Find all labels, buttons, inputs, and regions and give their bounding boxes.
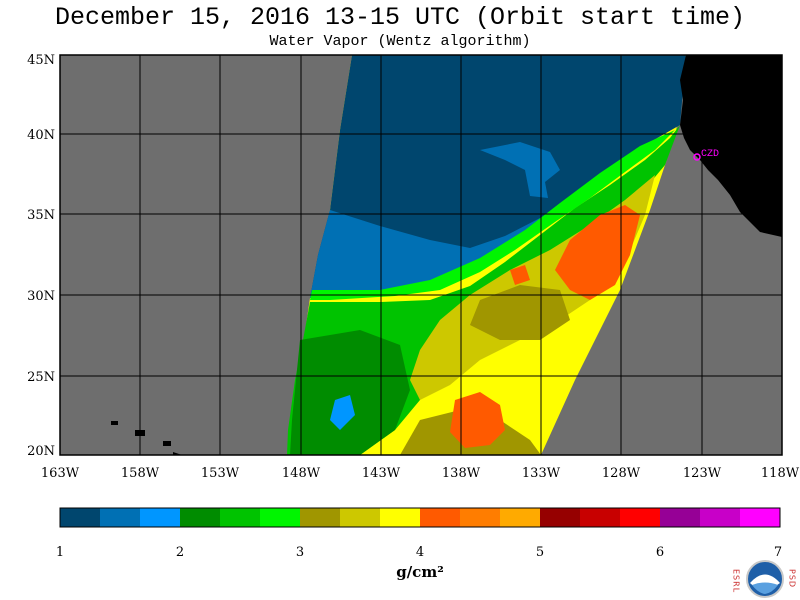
- colorbar-swatch: [180, 508, 221, 527]
- lon-label: 143W: [362, 466, 401, 481]
- colorbar-swatch: [660, 508, 701, 527]
- colorbar-swatch: [580, 508, 621, 527]
- colorbar-swatch: [500, 508, 541, 527]
- colorbar-tick-label: 4: [416, 545, 424, 560]
- noaa-logo: ESRL PSD: [732, 560, 797, 598]
- latitude-labels: 45N 40N 35N 30N 25N 20N: [27, 53, 55, 459]
- station-label: CZD: [701, 149, 719, 160]
- colorbar-tick-label: 3: [296, 545, 304, 560]
- colorbar-swatch: [700, 508, 741, 527]
- colorbar-tick-label: 7: [774, 545, 782, 560]
- colorbar-swatch: [420, 508, 461, 527]
- colorbar-swatch: [540, 508, 581, 527]
- lat-label: 20N: [27, 444, 55, 459]
- lon-label: 118W: [761, 466, 800, 481]
- colorbar-swatch: [620, 508, 661, 527]
- colorbar-unit: g/cm²: [396, 563, 444, 581]
- colorbar: [60, 508, 781, 527]
- lon-label: 163W: [41, 466, 80, 481]
- land-mass: [680, 55, 782, 237]
- map-subtitle: Water Vapor (Wentz algorithm): [269, 33, 531, 50]
- psd-letters: PSD: [788, 569, 797, 588]
- station-marker: CZD: [693, 149, 719, 161]
- colorbar-swatch: [60, 508, 101, 527]
- lat-label: 40N: [27, 128, 55, 143]
- colorbar-swatch: [340, 508, 381, 527]
- colorbar-ticks: 1 2 3 4 5 6 7: [56, 545, 782, 560]
- colorbar-swatch: [460, 508, 501, 527]
- lat-label: 35N: [27, 208, 55, 223]
- colorbar-swatch: [220, 508, 261, 527]
- lat-lon-grid: [60, 55, 782, 455]
- station-icon: [693, 153, 701, 161]
- lon-label: 158W: [121, 466, 160, 481]
- longitude-labels: 163W 158W 153W 148W 143W 138W 133W 128W …: [41, 466, 800, 481]
- colorbar-tick-label: 1: [56, 545, 64, 560]
- lon-label: 133W: [522, 466, 561, 481]
- colorbar-swatch: [380, 508, 421, 527]
- lon-label: 148W: [282, 466, 321, 481]
- colorbar-swatch: [300, 508, 341, 527]
- colorbar-swatch: [740, 508, 781, 527]
- lon-label: 138W: [442, 466, 481, 481]
- colorbar-frame: [59, 507, 781, 528]
- colorbar-tick-label: 5: [536, 545, 544, 560]
- esrl-letters: ESRL: [732, 569, 741, 593]
- lat-label: 30N: [27, 289, 55, 304]
- lon-label: 153W: [201, 466, 240, 481]
- colorbar-swatch: [260, 508, 301, 527]
- lat-label: 45N: [27, 53, 55, 68]
- colorbar-swatch: [140, 508, 181, 527]
- lat-label: 25N: [27, 370, 55, 385]
- map-frame: [59, 54, 783, 456]
- colorbar-tick-label: 2: [176, 545, 184, 560]
- lon-label: 128W: [602, 466, 641, 481]
- lon-label: 123W: [683, 466, 722, 481]
- colorbar-swatch: [100, 508, 141, 527]
- colorbar-tick-label: 6: [656, 545, 664, 560]
- satellite-swath: [287, 55, 686, 455]
- map-title: December 15, 2016 13-15 UTC (Orbit start…: [54, 3, 746, 32]
